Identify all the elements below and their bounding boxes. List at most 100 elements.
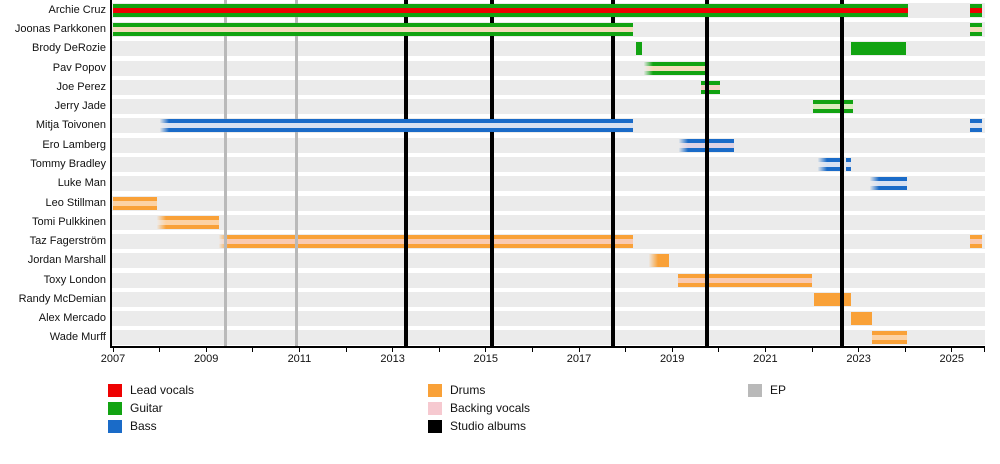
axis-year-label: 2011 xyxy=(287,353,312,365)
legend-label-ep: EP xyxy=(770,383,787,397)
legend-label-backing-vocals: Backing vocals xyxy=(450,401,531,415)
row-band xyxy=(111,99,985,115)
member-name-label: Pav Popov xyxy=(52,61,106,74)
member-bar xyxy=(970,235,983,249)
member-bar xyxy=(851,312,872,326)
member-bar xyxy=(218,235,634,249)
member-name-label: Randy McDemian xyxy=(18,292,106,305)
row-band xyxy=(111,214,985,230)
member-bar xyxy=(113,3,908,17)
bar-fade-left xyxy=(159,119,169,133)
member-name-label: Jerry Jade xyxy=(54,100,106,113)
member-bar xyxy=(677,273,812,287)
axis-tick xyxy=(858,347,860,352)
bar-fade-left xyxy=(648,254,658,268)
row-band xyxy=(111,137,985,153)
member-name-label: Wade Murff xyxy=(49,331,106,344)
axis-tick xyxy=(951,347,953,352)
legend-swatch-drums xyxy=(428,384,442,397)
axis-year-label: 2023 xyxy=(846,353,871,365)
axis-tick xyxy=(578,347,580,352)
member-bar xyxy=(812,100,853,114)
legend-swatch-guitar xyxy=(108,402,122,415)
member-bar xyxy=(648,254,669,268)
axis-year-label: 2017 xyxy=(566,353,592,365)
row-band xyxy=(111,41,985,57)
axis-tick xyxy=(485,347,487,352)
member-name-label: Taz Fagerström xyxy=(29,235,106,248)
member-name-label: Alex Mercado xyxy=(38,312,106,325)
legend-swatch-bass xyxy=(108,420,122,433)
member-bar xyxy=(113,196,157,210)
axis-tick xyxy=(531,347,533,352)
member-name-label: Brody DeRozie xyxy=(32,42,106,55)
legend-swatch-studio-albums xyxy=(428,420,442,433)
axis-year-label: 2015 xyxy=(473,353,499,365)
axis-year-label: 2019 xyxy=(659,353,685,365)
axis-year-label: 2021 xyxy=(753,353,778,365)
studio-album-line xyxy=(611,0,616,346)
member-bar xyxy=(701,80,720,94)
axis-year-label: 2007 xyxy=(100,353,126,365)
legend-swatch-lead-vocals xyxy=(108,384,122,397)
bar-fade-left xyxy=(218,235,228,249)
row-band xyxy=(111,156,985,172)
axis-tick xyxy=(904,347,906,352)
axis-tick xyxy=(298,347,300,352)
row-band xyxy=(111,79,985,95)
studio-album-line xyxy=(839,0,844,346)
member-bar xyxy=(159,119,634,133)
axis-tick xyxy=(345,347,347,352)
member-bar xyxy=(871,331,908,345)
axis-end-tick xyxy=(984,347,985,352)
member-name-label: Archie Cruz xyxy=(48,3,106,16)
axis-tick xyxy=(811,347,813,352)
row-band xyxy=(111,253,985,269)
axis-year-label: 2025 xyxy=(939,353,965,365)
y-axis-border xyxy=(110,0,112,347)
bar-fade-left xyxy=(156,215,166,229)
legend-label-drums: Drums xyxy=(450,383,486,397)
axis-year-label: 2013 xyxy=(380,353,405,365)
axis-tick xyxy=(438,347,440,352)
member-name-label: Jordan Marshall xyxy=(27,254,106,267)
member-bar xyxy=(156,215,219,229)
legend-label-studio-albums: Studio albums xyxy=(450,419,527,433)
ep-release-line xyxy=(224,0,228,346)
x-axis-line xyxy=(110,346,985,348)
member-bar xyxy=(970,22,983,36)
legend-label-guitar: Guitar xyxy=(130,401,163,415)
member-bar xyxy=(970,3,983,17)
axis-tick xyxy=(671,347,673,352)
member-bar xyxy=(813,292,852,306)
row-band xyxy=(111,195,985,211)
member-name-label: Tommy Bradley xyxy=(30,157,106,170)
legend-label-lead-vocals: Lead vocals xyxy=(130,383,195,397)
member-name-label: Leo Stillman xyxy=(45,196,106,209)
member-name-label: Mitja Toivonen xyxy=(35,119,106,132)
bar-fade-left xyxy=(817,157,827,171)
axis-tick xyxy=(625,347,627,352)
member-bar xyxy=(817,157,843,171)
row-band xyxy=(111,60,985,76)
member-bar xyxy=(970,119,983,133)
member-name-label: Ero Lamberg xyxy=(42,138,106,151)
member-bar xyxy=(113,22,634,36)
axis-tick xyxy=(205,347,207,352)
axis-tick xyxy=(112,347,114,352)
ep-release-line xyxy=(294,0,298,346)
studio-album-line xyxy=(489,0,494,346)
studio-album-line xyxy=(705,0,710,346)
member-name-label: Toxy London xyxy=(43,273,106,286)
member-bar xyxy=(869,177,908,191)
member-name-label: Luke Man xyxy=(57,177,106,190)
axis-tick xyxy=(252,347,254,352)
row-band xyxy=(111,176,985,192)
member-bar xyxy=(851,42,907,56)
studio-album-line xyxy=(404,0,409,346)
bar-fade-left xyxy=(869,177,879,191)
member-name-label: Joonas Parkkonen xyxy=(14,22,106,35)
axis-tick xyxy=(764,347,766,352)
legend-label-bass: Bass xyxy=(130,419,157,433)
